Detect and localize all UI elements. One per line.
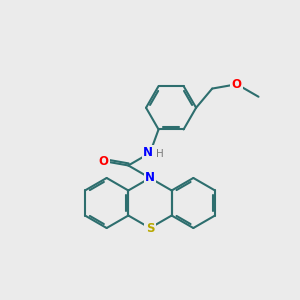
Text: O: O [232,78,242,91]
Text: S: S [146,221,154,235]
Text: O: O [99,154,109,168]
Text: N: N [145,172,155,184]
Text: H: H [157,149,164,159]
Text: N: N [143,146,153,159]
